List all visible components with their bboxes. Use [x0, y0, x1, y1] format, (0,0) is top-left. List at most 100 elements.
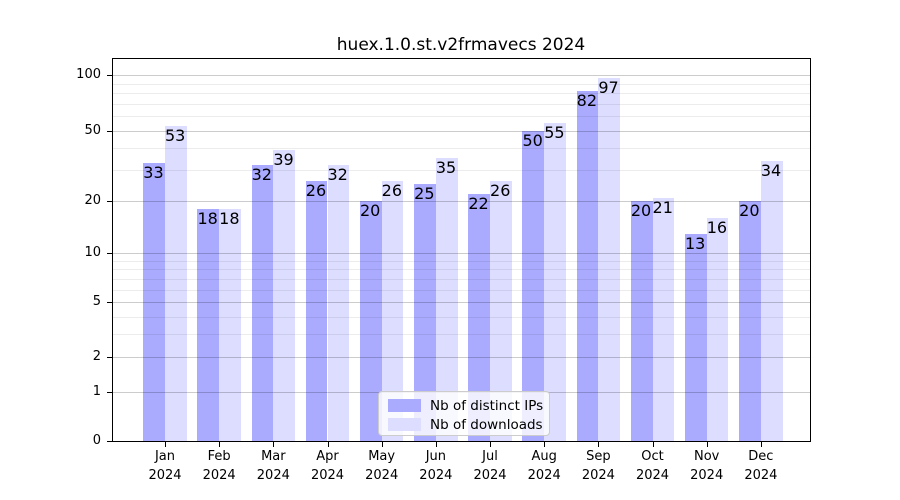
y-axis-tick — [107, 302, 112, 304]
y-tick-label: 1 — [92, 384, 101, 399]
x-axis-tick — [652, 442, 654, 447]
bar-distinct-ips: 26 — [305, 181, 328, 441]
y-axis-tick — [107, 441, 112, 442]
x-tick-label: Feb 2024 — [187, 447, 251, 485]
y-tick-label: 10 — [84, 245, 101, 260]
legend-swatch-downloads — [388, 418, 421, 431]
minor-gridline — [113, 103, 810, 105]
x-tick-month: Nov — [694, 449, 720, 464]
x-tick-label: Oct 2024 — [621, 447, 685, 485]
x-tick-month: Sep — [586, 449, 611, 464]
x-tick-year: 2024 — [256, 468, 290, 483]
x-tick-label: Dec 2024 — [729, 447, 793, 485]
bar-downloads: 16 — [706, 218, 729, 441]
major-gridline — [113, 75, 810, 77]
bar-distinct-ips: 20 — [359, 201, 382, 441]
major-gridline — [113, 130, 810, 132]
bar-distinct-ips: 22 — [468, 194, 490, 441]
y-tick-label: 50 — [84, 122, 101, 138]
y-tick-label: 0 — [92, 433, 101, 448]
bar-downloads: 18 — [219, 209, 241, 441]
x-tick-month: Aug — [531, 449, 557, 464]
x-tick-year: 2024 — [473, 468, 507, 483]
legend-swatch-distinct-ips — [388, 399, 421, 412]
minor-gridline — [113, 148, 810, 150]
y-axis-tick — [107, 253, 112, 254]
legend-row: Nb of distinct IPs — [388, 396, 549, 415]
x-axis-tick — [165, 442, 166, 447]
x-axis-tick — [435, 442, 437, 447]
y-axis-tick — [107, 392, 112, 393]
x-tick-label: Jul 2024 — [458, 447, 522, 485]
x-tick-year: 2024 — [310, 468, 345, 483]
bar-distinct-ips: 13 — [685, 233, 707, 441]
minor-gridline — [113, 83, 810, 85]
bar-downloads: 34 — [760, 160, 783, 441]
y-tick-label: 2 — [92, 348, 101, 364]
bar-distinct-ips: 33 — [143, 162, 165, 441]
minor-gridline — [113, 170, 810, 172]
x-tick-year: 2024 — [635, 468, 670, 483]
bar-distinct-ips: 50 — [522, 130, 545, 441]
bar-distinct-ips: 20 — [739, 201, 761, 441]
x-axis-tick — [273, 442, 275, 447]
minor-gridline — [113, 278, 810, 280]
x-tick-month: Jun — [425, 449, 446, 464]
x-tick-year: 2024 — [202, 468, 236, 483]
x-axis-tick — [760, 442, 762, 447]
bar-downloads: 21 — [652, 197, 675, 441]
x-tick-month: Feb — [207, 449, 231, 464]
x-tick-month: Apr — [316, 449, 339, 464]
x-tick-year: 2024 — [148, 468, 182, 483]
y-tick-label: 20 — [84, 193, 101, 209]
x-axis-tick — [327, 442, 329, 447]
bar-distinct-ips: 25 — [414, 184, 436, 441]
x-tick-month: Mar — [261, 449, 286, 464]
x-tick-month: Dec — [748, 449, 774, 464]
x-tick-label: Jan 2024 — [133, 447, 197, 485]
x-tick-year: 2024 — [581, 468, 615, 483]
legend: Nb of distinct IPs Nb of downloads — [378, 391, 550, 436]
major-gridline — [113, 302, 810, 304]
legend-row: Nb of downloads — [388, 415, 549, 434]
x-tick-month: Oct — [641, 449, 664, 464]
bar-downloads: 39 — [273, 150, 296, 441]
bar-downloads: 26 — [490, 181, 512, 441]
bar-downloads: 53 — [165, 126, 187, 441]
y-tick-label: 100 — [76, 67, 101, 83]
x-tick-year: 2024 — [690, 468, 724, 483]
bar-distinct-ips: 32 — [251, 165, 274, 441]
x-tick-label: Jun 2024 — [404, 447, 468, 485]
x-axis-tick — [219, 442, 221, 447]
x-tick-label: Sep 2024 — [566, 447, 630, 485]
y-axis-tick — [107, 356, 112, 358]
chart-title: huex.1.0.st.v2frmavecs 2024 — [336, 35, 586, 55]
minor-gridline — [113, 316, 810, 318]
x-tick-year: 2024 — [527, 468, 561, 483]
legend-label: Nb of distinct IPs — [430, 397, 544, 414]
x-tick-label: Mar 2024 — [241, 447, 305, 485]
x-axis-tick — [706, 442, 708, 447]
x-tick-month: Jul — [482, 449, 498, 464]
minor-gridline — [113, 260, 810, 262]
bar-distinct-ips: 20 — [630, 201, 653, 441]
bar-downloads: 55 — [544, 123, 566, 441]
x-tick-year: 2024 — [744, 468, 778, 483]
major-gridline — [113, 356, 810, 358]
bar-downloads: 26 — [381, 181, 404, 441]
minor-gridline — [113, 334, 810, 336]
x-tick-month: May — [368, 449, 396, 464]
minor-gridline — [113, 116, 810, 118]
x-axis-tick — [598, 442, 600, 447]
x-tick-label: Nov 2024 — [675, 447, 739, 485]
bar-downloads: 32 — [327, 165, 350, 441]
bar-downloads: 97 — [598, 77, 621, 441]
y-axis-tick — [107, 75, 112, 77]
bar-distinct-ips: 18 — [197, 209, 220, 441]
minor-gridline — [113, 93, 810, 95]
x-tick-label: Apr 2024 — [296, 447, 360, 485]
x-axis-tick — [544, 442, 546, 447]
y-axis-tick — [107, 201, 112, 203]
x-tick-label: May 2024 — [350, 447, 414, 485]
